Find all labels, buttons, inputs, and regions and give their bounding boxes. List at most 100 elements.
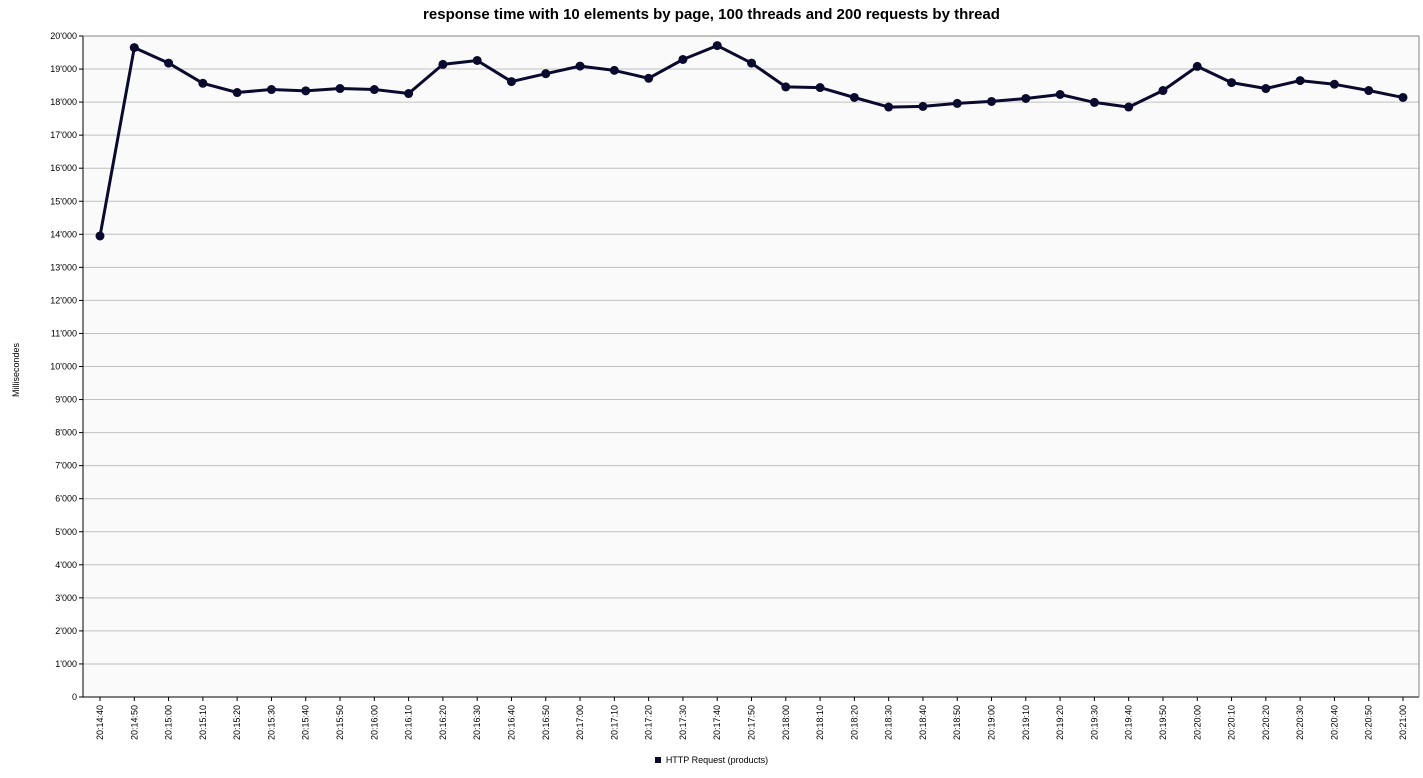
- x-tick-label: 20:18:00: [781, 705, 791, 740]
- data-point: [95, 231, 105, 241]
- x-tick-label: 20:20:00: [1192, 705, 1202, 740]
- data-point: [1295, 76, 1305, 86]
- data-point: [1261, 84, 1271, 94]
- data-point: [1192, 61, 1202, 71]
- data-point: [952, 98, 962, 108]
- data-point: [1329, 79, 1339, 89]
- x-tick-label: 20:18:10: [815, 705, 825, 740]
- data-point: [301, 86, 311, 96]
- data-point: [849, 92, 859, 102]
- x-tick-label: 20:16:50: [541, 705, 551, 740]
- x-tick-label: 20:20:40: [1329, 705, 1339, 740]
- x-tick-label: 20:19:00: [987, 705, 997, 740]
- y-tick-label: 11'000: [51, 328, 77, 338]
- y-tick-label: 20'000: [50, 31, 77, 41]
- data-point: [918, 101, 928, 111]
- data-point: [369, 85, 379, 95]
- data-point: [404, 89, 414, 99]
- data-point: [506, 77, 516, 87]
- data-point: [1089, 97, 1099, 107]
- legend: HTTP Request (products): [0, 755, 1423, 765]
- data-point: [747, 58, 756, 68]
- data-point: [575, 61, 585, 71]
- y-tick-label: 10'000: [50, 362, 77, 372]
- x-tick-label: 20:20:10: [1227, 705, 1237, 740]
- data-point: [712, 41, 722, 51]
- y-tick-label: 13'000: [50, 262, 77, 272]
- y-tick-label: 8'000: [55, 428, 77, 438]
- data-point: [1364, 86, 1374, 96]
- x-tick-label: 20:20:30: [1295, 705, 1305, 740]
- y-tick-label: 19'000: [50, 64, 77, 74]
- data-point: [232, 88, 242, 98]
- data-point: [541, 69, 551, 79]
- data-point: [129, 43, 139, 53]
- y-tick-label: 6'000: [55, 494, 77, 504]
- x-tick-label: 20:16:10: [404, 705, 414, 740]
- data-point: [781, 82, 791, 92]
- y-tick-label: 7'000: [55, 461, 77, 471]
- x-tick-label: 20:20:20: [1261, 705, 1271, 740]
- x-tick-label: 20:20:50: [1364, 705, 1374, 740]
- y-tick-label: 18'000: [50, 97, 77, 107]
- data-point: [1124, 102, 1134, 112]
- y-tick-label: 5'000: [55, 527, 77, 537]
- x-tick-label: 20:17:50: [747, 705, 757, 740]
- x-tick-label: 20:16:20: [438, 705, 448, 740]
- data-point: [198, 78, 208, 88]
- data-point: [1158, 86, 1168, 96]
- data-point: [472, 55, 482, 65]
- x-tick-label: 20:15:50: [335, 705, 345, 740]
- x-tick-label: 20:17:20: [644, 705, 654, 740]
- x-tick-label: 20:16:30: [472, 705, 482, 740]
- y-tick-label: 15'000: [50, 196, 77, 206]
- x-tick-label: 20:17:30: [678, 705, 688, 740]
- x-tick-label: 20:19:50: [1158, 705, 1168, 740]
- y-tick-label: 4'000: [55, 560, 77, 570]
- data-point: [884, 102, 894, 112]
- x-tick-label: 20:19:40: [1124, 705, 1134, 740]
- legend-label: HTTP Request (products): [665, 755, 769, 765]
- x-tick-label: 20:19:30: [1089, 705, 1099, 740]
- y-axis-label: Millisecondes: [11, 342, 21, 397]
- x-tick-label: 20:19:20: [1055, 705, 1065, 740]
- x-tick-label: 20:14:50: [129, 705, 139, 740]
- data-point: [164, 58, 174, 68]
- y-tick-label: 2'000: [55, 626, 77, 636]
- y-tick-label: 0: [72, 692, 77, 702]
- data-point: [1398, 92, 1408, 102]
- x-tick-label: 20:16:00: [369, 705, 379, 740]
- data-point: [609, 65, 619, 75]
- y-tick-label: 9'000: [55, 395, 77, 405]
- y-tick-label: 16'000: [50, 163, 77, 173]
- data-point: [644, 73, 654, 83]
- x-tick-label: 20:17:40: [712, 705, 722, 740]
- data-point: [335, 84, 345, 94]
- x-tick-label: 20:19:10: [1021, 705, 1031, 740]
- y-tick-label: 3'000: [55, 593, 77, 603]
- data-point: [1055, 89, 1065, 99]
- data-point: [815, 83, 825, 93]
- y-tick-label: 12'000: [50, 295, 77, 305]
- data-point: [1227, 78, 1237, 88]
- x-tick-label: 20:15:10: [198, 705, 208, 740]
- x-tick-label: 20:15:20: [232, 705, 242, 740]
- x-tick-label: 20:18:30: [884, 705, 894, 740]
- x-tick-label: 20:21:00: [1398, 705, 1408, 740]
- y-tick-label: 17'000: [50, 130, 77, 140]
- data-point: [1021, 93, 1031, 103]
- chart-title: response time with 10 elements by page, …: [423, 6, 1000, 23]
- y-tick-label: 14'000: [50, 229, 77, 239]
- x-tick-label: 20:17:10: [609, 705, 619, 740]
- x-tick-label: 20:14:40: [95, 705, 105, 740]
- x-tick-label: 20:16:40: [506, 705, 516, 740]
- data-point: [678, 54, 688, 64]
- x-tick-label: 20:15:30: [266, 705, 276, 740]
- x-tick-label: 20:18:40: [918, 705, 928, 740]
- data-point: [438, 59, 448, 69]
- data-point: [987, 96, 997, 106]
- x-tick-label: 20:15:00: [164, 705, 174, 740]
- x-tick-label: 20:17:00: [575, 705, 585, 740]
- data-point: [266, 85, 276, 95]
